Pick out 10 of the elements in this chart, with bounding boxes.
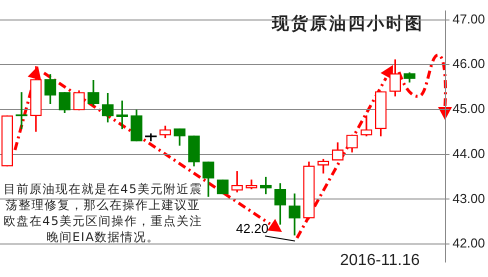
y-tick-label: 47.00 — [452, 11, 486, 26]
y-tick-label: 44.00 — [452, 146, 486, 161]
y-tick-label: 42.00 — [452, 236, 486, 251]
candlestick — [16, 92, 28, 130]
annotation: 目前原油现在就是在45美元附近震荡整理修复，那么在操作上建议亚欧盘在45美元区间操作，重点关注晚间EIA数据情况。 — [2, 181, 204, 245]
annotation: 42.20 — [236, 221, 269, 236]
y-tick-label: 45.00 — [452, 101, 486, 116]
annotation: 2016-11.16 — [340, 252, 420, 270]
y-tick-label: 43.00 — [452, 190, 486, 206]
y-tick-label: 46.00 — [452, 56, 486, 72]
